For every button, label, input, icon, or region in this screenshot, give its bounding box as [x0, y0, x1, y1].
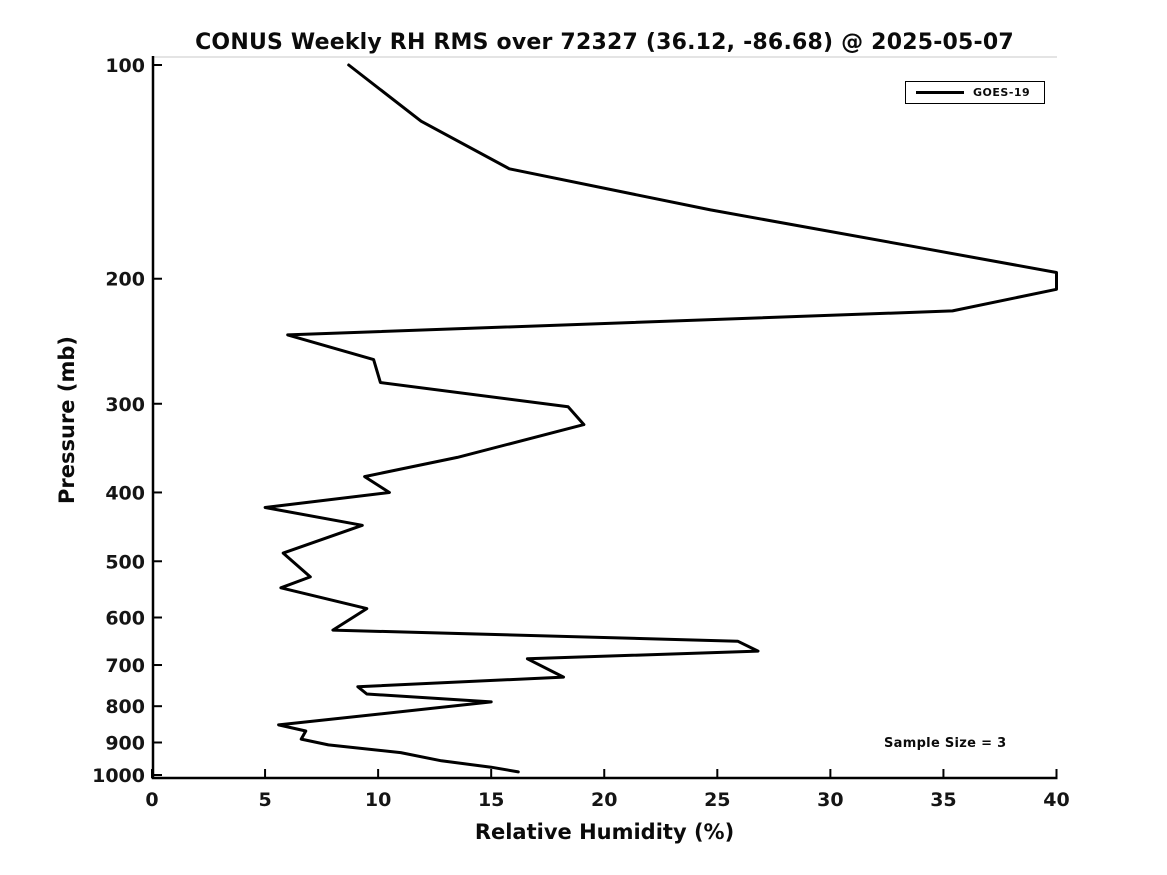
y-axis-label: Pressure (mb)	[55, 336, 79, 504]
x-tick-label: 0	[145, 789, 158, 811]
y-tick-label: 1000	[92, 765, 145, 787]
x-tick-label: 5	[258, 789, 271, 811]
chart-title: CONUS Weekly RH RMS over 72327 (36.12, -…	[195, 30, 1014, 55]
y-tick-label: 400	[105, 482, 145, 504]
y-tick-label: 500	[105, 551, 145, 573]
x-tick-label: 15	[478, 789, 504, 811]
x-tick-label: 20	[591, 789, 617, 811]
legend-line-sample	[916, 91, 964, 94]
x-tick-label: 35	[930, 789, 956, 811]
y-tick-label: 700	[105, 655, 145, 677]
x-tick-label: 30	[817, 789, 843, 811]
x-tick-label: 25	[704, 789, 730, 811]
x-axis-label: Relative Humidity (%)	[474, 820, 735, 844]
y-tick-label: 800	[105, 696, 145, 718]
x-tick-label: 40	[1043, 789, 1069, 811]
legend: GOES-19	[905, 81, 1045, 104]
x-tick-label: 10	[365, 789, 391, 811]
y-tick-label: 100	[105, 55, 145, 77]
y-tick-label: 200	[105, 269, 145, 291]
data-line-goes-19	[263, 63, 1058, 774]
legend-label: GOES-19	[973, 86, 1031, 99]
sample-size-annotation: Sample Size = 3	[884, 736, 1007, 751]
y-tick-label: 900	[105, 733, 145, 755]
y-tick-label: 300	[105, 394, 145, 416]
y-tick-label: 600	[105, 607, 145, 629]
